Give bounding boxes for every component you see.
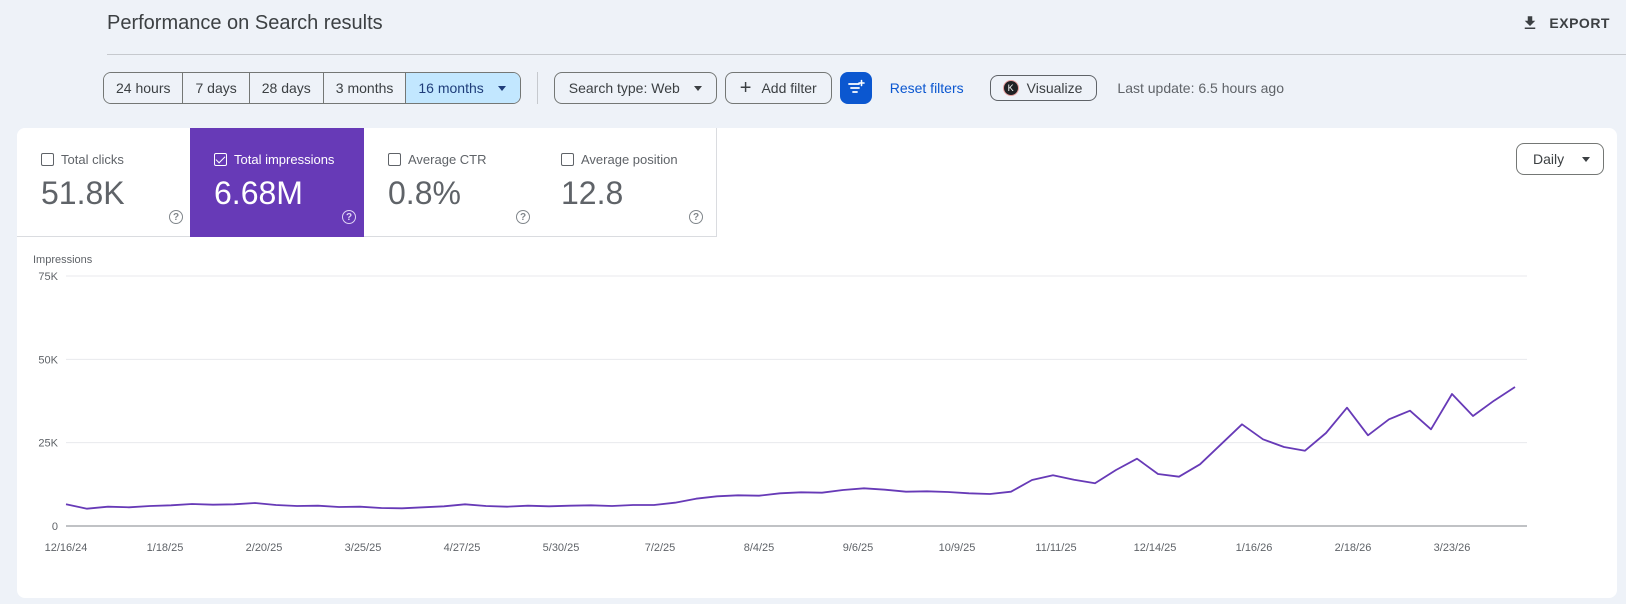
visualize-label: Visualize	[1026, 80, 1083, 96]
help-icon[interactable]: ?	[169, 210, 183, 224]
range-7-days[interactable]: 7 days	[183, 73, 250, 103]
toolbar-divider	[536, 72, 538, 104]
filter-toolbar: 24 hours 7 days 28 days 3 months 16 mont…	[103, 72, 1284, 104]
page-title: Performance on Search results	[107, 12, 383, 34]
range-28-days[interactable]: 28 days	[249, 73, 324, 103]
download-icon	[1525, 16, 1536, 29]
page-header: Performance on Search results EXPORT	[107, 0, 1626, 55]
y-tick-label: 0	[52, 521, 58, 533]
y-tick-label: 25K	[38, 438, 58, 450]
help-icon[interactable]: ?	[342, 210, 356, 224]
search-type-label: Search type: Web	[568, 80, 680, 96]
last-update-text: Last update: 6.5 hours ago	[1117, 80, 1284, 96]
x-tick-label: 12/14/25	[1134, 542, 1177, 554]
x-tick-label: 10/9/25	[939, 542, 976, 554]
visualize-button[interactable]: K Visualize	[989, 75, 1098, 101]
metric-average-ctr[interactable]: Average CTR 0.8% ?	[364, 128, 544, 237]
granularity-label: Daily	[1533, 151, 1565, 167]
metric-label: Total clicks	[61, 152, 124, 167]
plus-icon: +	[739, 77, 752, 99]
filter-settings-button[interactable]	[839, 72, 872, 104]
visualize-k-icon: K	[1002, 80, 1019, 96]
help-icon[interactable]: ?	[516, 210, 530, 224]
x-tick-label: 11/11/25	[1035, 542, 1076, 554]
x-tick-label: 9/6/25	[843, 542, 874, 554]
metric-average-position[interactable]: Average position 12.8 ?	[537, 128, 717, 237]
x-axis-ticks: 12/16/24 1/18/25 2/20/25 3/25/25 4/27/25 5/30…	[45, 542, 1471, 554]
metric-value: 6.68M	[214, 175, 303, 211]
filter-list-icon	[847, 79, 865, 93]
metric-total-clicks[interactable]: Total clicks 51.8K ?	[17, 128, 197, 237]
y-tick-label: 75K	[38, 271, 58, 283]
x-tick-label: 12/16/24	[45, 542, 88, 554]
metric-label-row: Total clicks	[41, 152, 124, 167]
y-axis-ticks: 0 25K 50K 75K	[38, 271, 58, 533]
metric-total-impressions[interactable]: Total impressions 6.68M ?	[190, 128, 370, 237]
help-icon[interactable]: ?	[689, 210, 703, 224]
performance-card: Total clicks 51.8K ? Total impressions 6…	[17, 128, 1617, 598]
export-label: EXPORT	[1549, 15, 1610, 31]
x-tick-label: 2/20/25	[246, 542, 283, 554]
range-16-months-label: 16 months	[418, 80, 484, 96]
checkbox[interactable]	[41, 153, 54, 166]
checkbox[interactable]	[561, 153, 574, 166]
x-tick-label: 2/18/26	[1335, 542, 1372, 554]
y-tick-label: 50K	[38, 354, 58, 366]
x-tick-label: 7/2/25	[645, 542, 676, 554]
impressions-series-line	[65, 386, 1516, 510]
range-24-hours[interactable]: 24 hours	[104, 73, 184, 103]
reset-filters-link[interactable]: Reset filters	[889, 80, 964, 96]
range-3-months[interactable]: 3 months	[323, 73, 407, 103]
x-tick-label: 3/23/26	[1434, 542, 1471, 554]
checkbox[interactable]	[214, 153, 227, 166]
metric-label-row: Total impressions	[214, 152, 334, 167]
metric-label: Average CTR	[408, 152, 487, 167]
add-filter-label: Add filter	[761, 80, 817, 96]
chevron-down-icon	[693, 85, 702, 91]
x-tick-label: 1/18/25	[147, 542, 184, 554]
x-tick-label: 8/4/25	[744, 542, 775, 554]
checkbox[interactable]	[388, 153, 401, 166]
metric-value: 12.8	[561, 175, 624, 211]
impressions-chart: Impressions 0 25K 50K 75K 12/16/24 1/18/25 2/…	[33, 254, 1527, 554]
metric-label: Average position	[581, 152, 678, 167]
metric-value: 51.8K	[41, 175, 125, 211]
date-range-selector: 24 hours 7 days 28 days 3 months 16 mont…	[103, 72, 521, 104]
x-tick-label: 1/16/26	[1236, 542, 1273, 554]
add-filter-button[interactable]: + Add filter	[724, 72, 832, 104]
granularity-dropdown[interactable]: Daily	[1516, 143, 1604, 175]
chevron-down-icon	[1582, 156, 1591, 162]
x-tick-label: 3/25/25	[345, 542, 382, 554]
y-axis-label: Impressions	[33, 254, 93, 266]
chart-grid	[66, 275, 1527, 527]
range-16-months[interactable]: 16 months	[406, 73, 520, 103]
x-tick-label: 5/30/25	[543, 542, 580, 554]
metric-label-row: Average CTR	[388, 152, 487, 167]
metric-label: Total impressions	[234, 152, 335, 167]
metric-label-row: Average position	[561, 152, 678, 167]
export-button[interactable]: EXPORT	[1521, 14, 1610, 32]
x-tick-label: 4/27/25	[444, 542, 481, 554]
chevron-down-icon	[497, 85, 506, 91]
metric-value: 0.8%	[388, 175, 461, 211]
search-type-dropdown[interactable]: Search type: Web	[553, 72, 717, 104]
